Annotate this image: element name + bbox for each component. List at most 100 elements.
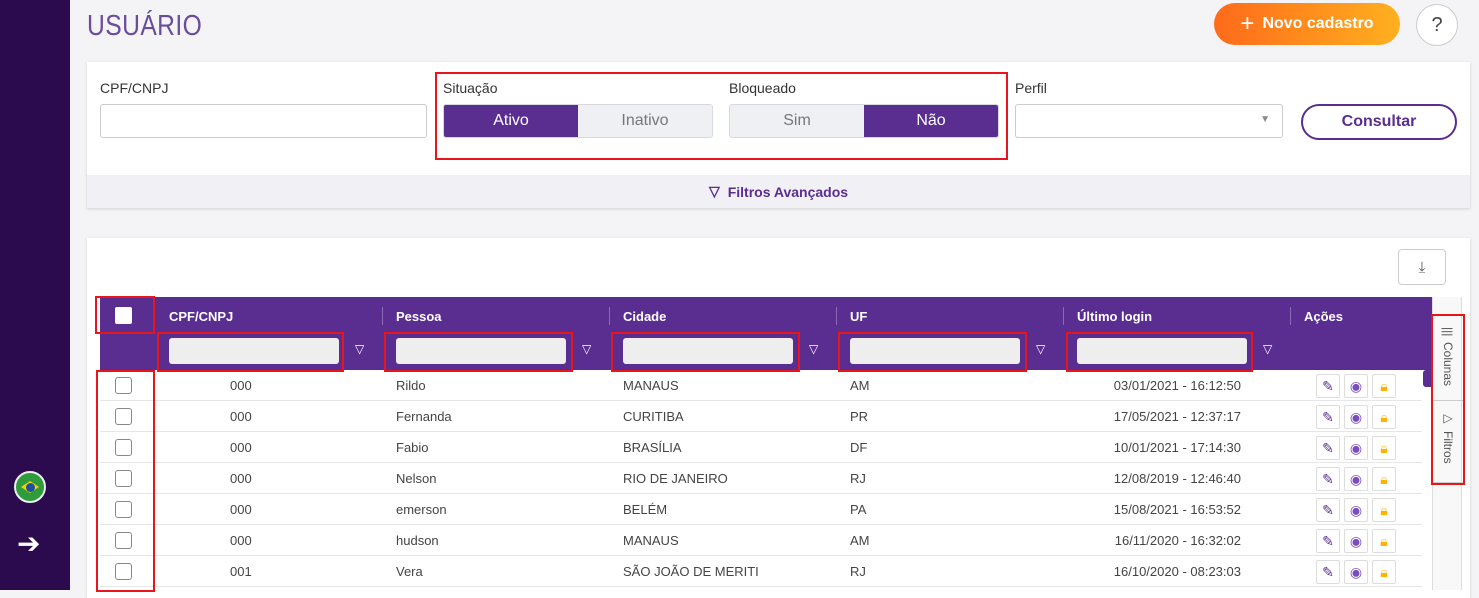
- edit-icon[interactable]: ✎: [1316, 405, 1340, 429]
- edit-icon[interactable]: ✎: [1316, 374, 1340, 398]
- row-checkbox[interactable]: [115, 532, 132, 549]
- table-row: 001 Vera SÃO JOÃO DE MERITI RJ 16/10/202…: [100, 556, 1422, 587]
- column-filter-input[interactable]: [396, 338, 566, 364]
- row-checkbox[interactable]: [115, 439, 132, 456]
- advanced-filters-label: Filtros Avançados: [727, 183, 849, 200]
- edit-icon[interactable]: ✎: [1316, 529, 1340, 553]
- cell-cidade: BELÉM: [623, 502, 668, 517]
- side-panel: ||| Colunas ▷ Filtros: [1432, 297, 1463, 590]
- cell-cidade: RIO DE JANEIRO: [623, 471, 728, 486]
- cell-cpf: 000: [230, 533, 252, 548]
- row-checkbox[interactable]: [115, 501, 132, 518]
- cell-pessoa: hudson: [396, 533, 439, 548]
- filter-icon[interactable]: ▽: [809, 342, 819, 356]
- filter-card: CPF/CNPJ Situação Ativo Inativo Bloquead…: [87, 62, 1470, 208]
- cell-cidade: MANAUS: [623, 378, 679, 393]
- cell-uf: DF: [850, 440, 868, 455]
- advanced-filters-toggle[interactable]: ▽ Filtros Avançados: [87, 175, 1470, 208]
- table-row: 000 Nelson RIO DE JANEIRO RJ 12/08/2019 …: [100, 463, 1422, 494]
- cell-pessoa: Rildo: [396, 378, 426, 393]
- view-eye-icon[interactable]: ◉: [1344, 436, 1368, 460]
- cell-cidade: SÃO JOÃO DE MERITI: [623, 564, 759, 579]
- table-row: 000 Fernanda CURITIBA PR 17/05/2021 - 12…: [100, 401, 1422, 432]
- divider: [1290, 307, 1291, 325]
- cell-uf: RJ: [850, 564, 866, 579]
- edit-icon[interactable]: ✎: [1316, 560, 1340, 584]
- help-button[interactable]: ?: [1416, 4, 1458, 46]
- bloqueado-sim[interactable]: Sim: [730, 105, 864, 137]
- columns-tab-label: Colunas: [1441, 342, 1455, 387]
- col-pessoa[interactable]: Pessoa: [396, 308, 442, 324]
- view-eye-icon[interactable]: ◉: [1344, 560, 1368, 584]
- cell-cidade: CURITIBA: [623, 409, 684, 424]
- table-row: 000 hudson MANAUS AM 16/11/2020 - 16:32:…: [100, 525, 1422, 556]
- column-filter-input[interactable]: [850, 338, 1020, 364]
- divider: [609, 307, 610, 325]
- cell-cpf: 001: [230, 564, 252, 579]
- filters-tab[interactable]: ▷ Filtros: [1433, 401, 1463, 483]
- divider: [836, 307, 837, 325]
- lock-icon[interactable]: 🔒︎: [1372, 498, 1396, 522]
- perfil-label: Perfil: [1015, 80, 1047, 96]
- lock-icon[interactable]: 🔒︎: [1372, 405, 1396, 429]
- cell-pessoa: Fernanda: [396, 409, 452, 424]
- row-checkbox[interactable]: [115, 377, 132, 394]
- cell-uf: PA: [850, 502, 867, 517]
- lock-icon[interactable]: 🔒︎: [1372, 374, 1396, 398]
- col-cpf[interactable]: CPF/CNPJ: [169, 308, 234, 324]
- edit-icon[interactable]: ✎: [1316, 436, 1340, 460]
- view-eye-icon[interactable]: ◉: [1344, 405, 1368, 429]
- filter-icon[interactable]: ▽: [582, 342, 592, 356]
- row-checkbox[interactable]: [115, 563, 132, 580]
- situacao-ativo[interactable]: Ativo: [444, 105, 578, 137]
- row-checkbox[interactable]: [115, 408, 132, 425]
- filter-icon[interactable]: ▽: [1263, 342, 1273, 356]
- edit-icon[interactable]: ✎: [1316, 467, 1340, 491]
- download-icon: ⤓: [1418, 258, 1426, 276]
- lock-icon[interactable]: 🔒︎: [1372, 560, 1396, 584]
- view-eye-icon[interactable]: ◉: [1344, 374, 1368, 398]
- perfil-select[interactable]: ▼: [1015, 104, 1283, 138]
- columns-tab[interactable]: ||| Colunas: [1433, 317, 1463, 401]
- table-header: CPF/CNPJ Pessoa Cidade UF Último login A…: [100, 297, 1432, 370]
- column-filter-input[interactable]: [623, 338, 793, 364]
- cpf-input[interactable]: [100, 104, 427, 138]
- filters-tab-label: Filtros: [1441, 431, 1455, 464]
- cell-pessoa: Fabio: [396, 440, 429, 455]
- edit-icon[interactable]: ✎: [1316, 498, 1340, 522]
- view-eye-icon[interactable]: ◉: [1344, 529, 1368, 553]
- col-cidade[interactable]: Cidade: [623, 308, 667, 324]
- col-ultimo-login[interactable]: Último login: [1077, 308, 1153, 324]
- view-eye-icon[interactable]: ◉: [1344, 467, 1368, 491]
- cell-cpf: 000: [230, 440, 252, 455]
- download-button[interactable]: ⤓: [1398, 249, 1446, 285]
- column-filter-input[interactable]: [1077, 338, 1247, 364]
- cell-cpf: 000: [230, 409, 252, 424]
- col-uf[interactable]: UF: [850, 308, 868, 324]
- consultar-button[interactable]: Consultar: [1301, 104, 1457, 140]
- lock-icon[interactable]: 🔒︎: [1372, 529, 1396, 553]
- logout-icon[interactable]: ➔: [17, 528, 41, 559]
- table-row: 000 Fabio BRASÍLIA DF 10/01/2021 - 17:14…: [100, 432, 1422, 463]
- view-eye-icon[interactable]: ◉: [1344, 498, 1368, 522]
- cell-pessoa: Vera: [396, 564, 423, 579]
- column-filter-input[interactable]: [169, 338, 339, 364]
- bloqueado-nao[interactable]: Não: [864, 105, 998, 137]
- situacao-toggle: Ativo Inativo: [443, 104, 713, 138]
- situacao-inativo[interactable]: Inativo: [578, 105, 712, 137]
- scrollbar[interactable]: [1423, 370, 1432, 387]
- plus-icon: +: [1240, 10, 1255, 37]
- cell-ultimo-login: 16/10/2020 - 08:23:03: [1113, 564, 1241, 579]
- chevron-down-icon: ▼: [1260, 114, 1270, 125]
- lock-icon[interactable]: 🔒︎: [1372, 436, 1396, 460]
- new-record-button[interactable]: + Novo cadastro: [1214, 3, 1400, 45]
- filter-icon[interactable]: ▽: [1036, 342, 1046, 356]
- filter-icon[interactable]: ▽: [355, 342, 365, 356]
- cell-uf: PR: [850, 409, 869, 424]
- row-checkbox[interactable]: [115, 470, 132, 487]
- lock-icon[interactable]: 🔒︎: [1372, 467, 1396, 491]
- brazil-flag-icon[interactable]: [14, 471, 46, 503]
- cell-uf: RJ: [850, 471, 866, 486]
- cell-ultimo-login: 10/01/2021 - 17:14:30: [1113, 440, 1241, 455]
- select-all-checkbox[interactable]: [115, 307, 132, 324]
